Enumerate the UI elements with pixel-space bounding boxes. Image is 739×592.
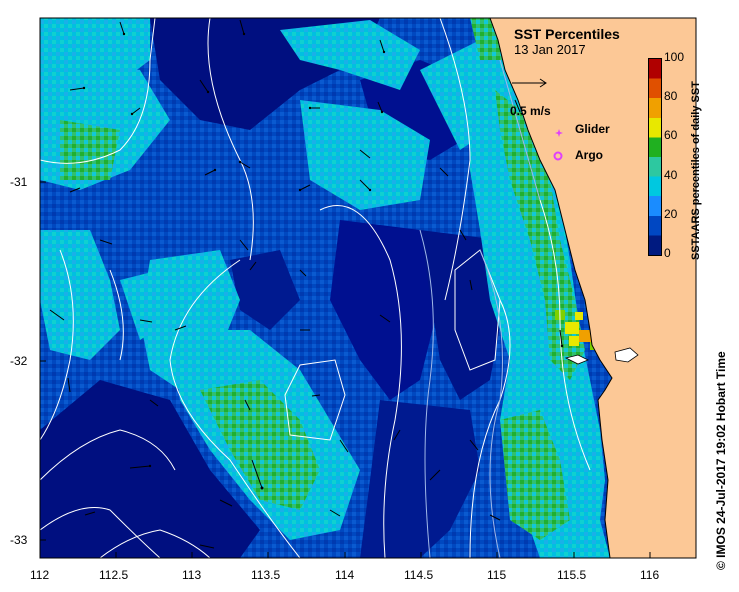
colorbar: [648, 58, 662, 256]
colorbar-tick: 40: [664, 168, 678, 182]
colorbar-tick: 80: [664, 89, 678, 103]
argo-marker-icon: [553, 148, 563, 161]
map-date: 13 Jan 2017: [514, 42, 586, 57]
island: [564, 354, 589, 365]
glider-marker-icon: [555, 124, 563, 137]
map-title: SST Percentiles: [514, 26, 620, 42]
colorbar-tick: 20: [664, 207, 678, 221]
y-tick-label: -31: [10, 175, 28, 189]
colorbar-tick: 60: [664, 128, 678, 142]
y-tick-label: -32: [10, 354, 28, 368]
x-tick-label: 114: [335, 568, 355, 582]
x-tick-label: 113.5: [251, 568, 281, 582]
colorbar-tick: 0: [664, 246, 671, 260]
plot-frame: [39, 17, 697, 559]
sst-field: [40, 18, 696, 558]
scale-arrow-icon: [512, 78, 547, 88]
credit-text: © IMOS 24-Jul-2017 19:02 Hobart Time: [714, 351, 728, 570]
current-vector-heads: [82, 32, 564, 490]
x-tick-label: 115.5: [557, 568, 587, 582]
x-tick-label: 112.5: [99, 568, 129, 582]
credit-wrap: © IMOS 24-Jul-2017 19:02 Hobart Time: [714, 290, 730, 570]
x-tick-label: 114.5: [404, 568, 434, 582]
x-tick-label: 116: [640, 568, 660, 582]
x-tick-label: 112: [30, 568, 50, 582]
colorbar-label-wrap: SSTAARS percentiles of daily SST: [690, 60, 704, 260]
estuary: [614, 347, 639, 363]
y-tick-label: -33: [10, 533, 28, 547]
x-tick-label: 113: [182, 568, 202, 582]
legend-glider: Glider: [575, 122, 610, 136]
x-axis-ticks: [39, 181, 651, 558]
colorbar-label: SSTAARS percentiles of daily SST: [690, 81, 702, 260]
scale-arrow-label: 0.5 m/s: [510, 104, 551, 118]
current-vectors: [49, 19, 563, 549]
colorbar-tick: 100: [664, 50, 685, 64]
x-tick-label: 115: [487, 568, 507, 582]
land-mass: [489, 18, 696, 558]
legend-argo: Argo: [575, 148, 603, 162]
shelf-contours: [419, 59, 541, 558]
